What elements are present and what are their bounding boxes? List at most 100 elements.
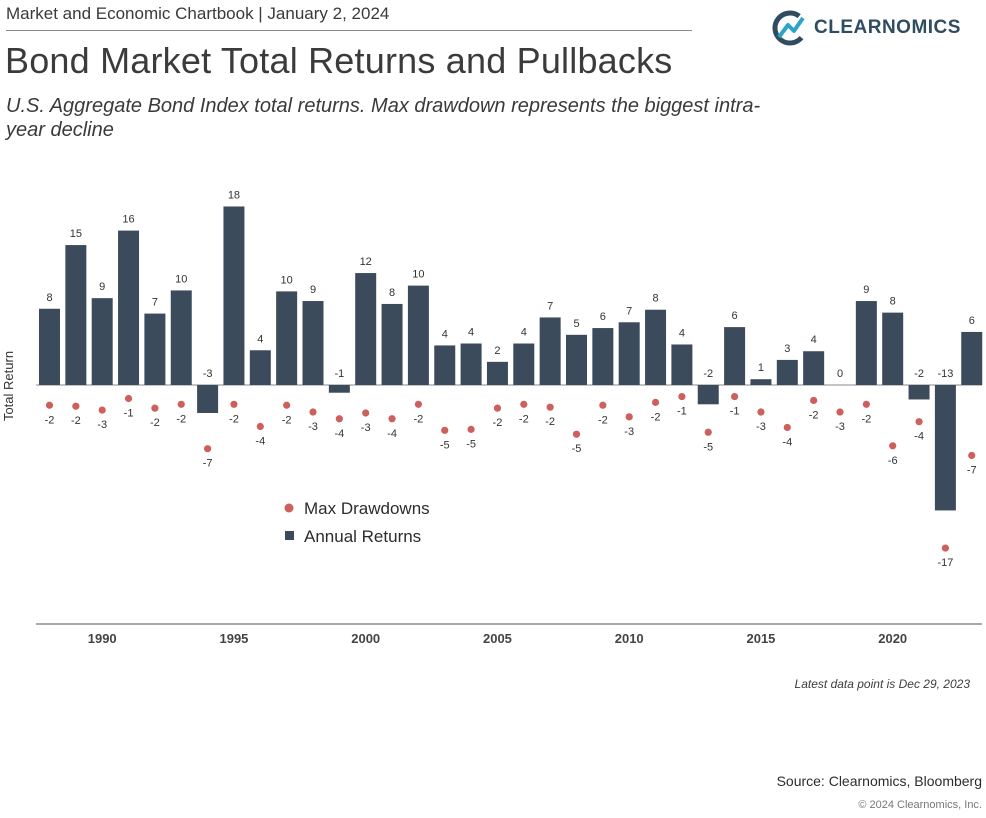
bar-1996 xyxy=(249,350,271,385)
drawdown-label-2008: -5 xyxy=(572,443,582,455)
annual-returns-bars: 8 15 9 16 7 10 -3 18 4 10 9 -1 12 8 10 4 4 2 4 7 5 6 7 8 4 -2 6 1 3 4… xyxy=(39,189,983,511)
drawdown-label-1998: -3 xyxy=(308,421,318,433)
logo-mark-icon xyxy=(772,10,808,46)
x-tick-1990: 1990 xyxy=(88,631,117,646)
bar-1998 xyxy=(302,301,324,385)
bar-label-2010: 7 xyxy=(626,305,632,317)
bar-1992 xyxy=(144,313,166,385)
bar-2022 xyxy=(934,385,956,511)
drawdown-dot-2016 xyxy=(783,423,791,432)
bar-label-2015: 1 xyxy=(758,362,764,374)
drawdown-dot-1988 xyxy=(45,401,54,409)
bar-label-2019: 9 xyxy=(863,284,869,296)
bar-2003 xyxy=(434,345,456,385)
bar-label-1989: 15 xyxy=(70,228,82,240)
drawdown-dot-2004 xyxy=(467,425,475,433)
drawdown-dot-1993 xyxy=(177,400,185,408)
x-tick-2010: 2010 xyxy=(615,631,644,646)
bar-label-2018: 0 xyxy=(837,368,843,380)
bar-1995 xyxy=(223,206,245,385)
drawdown-dot-2019 xyxy=(862,400,870,408)
drawdown-label-1992: -2 xyxy=(150,417,160,429)
bar-label-2021: -2 xyxy=(914,368,924,380)
drawdown-label-2015: -3 xyxy=(756,421,766,433)
drawdown-dot-2008 xyxy=(572,430,581,438)
drawdown-label-2020: -6 xyxy=(888,455,898,467)
drawdown-dot-2000 xyxy=(362,409,370,417)
header-divider xyxy=(6,30,692,31)
drawdown-dot-1999 xyxy=(335,415,343,423)
drawdown-dot-2006 xyxy=(520,400,528,408)
drawdown-dot-2010 xyxy=(625,413,633,421)
drawdown-dot-1996 xyxy=(256,422,264,431)
bar-1991 xyxy=(118,230,140,385)
bar-2017 xyxy=(803,351,825,385)
bar-label-2023: 6 xyxy=(969,315,975,327)
bar-2004 xyxy=(460,343,482,385)
logo-text: CLEARNOMICS xyxy=(814,17,961,38)
bar-label-2009: 6 xyxy=(600,311,606,323)
copyright-text: © 2024 Clearnomics, Inc. xyxy=(858,799,982,811)
clearnomics-logo: CLEARNOMICS xyxy=(772,10,961,46)
bar-label-1995: 18 xyxy=(228,189,240,201)
bar-label-2008: 5 xyxy=(573,318,579,330)
drawdown-label-2001: -4 xyxy=(387,428,397,440)
bar-2014 xyxy=(724,327,746,385)
bar-2008 xyxy=(566,334,587,385)
drawdown-label-2004: -5 xyxy=(466,438,476,450)
drawdown-label-2005: -2 xyxy=(493,417,503,429)
bar-label-2013: -2 xyxy=(703,368,713,380)
bar-label-1994: -3 xyxy=(203,368,213,380)
bar-label-2016: 3 xyxy=(784,343,790,355)
bar-2009 xyxy=(592,328,614,385)
drawdown-dot-2005 xyxy=(493,404,502,412)
drawdown-dot-2013 xyxy=(704,428,712,436)
drawdown-label-2007: -2 xyxy=(545,416,555,428)
bar-1990 xyxy=(91,298,113,385)
drawdown-dot-2018 xyxy=(836,408,844,416)
bar-2021 xyxy=(908,385,930,400)
legend-max-drawdowns-marker xyxy=(284,503,294,513)
bar-label-2020: 8 xyxy=(890,296,896,308)
bar-label-2011: 8 xyxy=(652,293,658,305)
bar-1989 xyxy=(65,245,87,385)
bar-label-1996: 4 xyxy=(257,333,263,345)
source-text: Source: Clearnomics, Bloomberg xyxy=(776,773,982,789)
drawdown-dot-1991 xyxy=(124,394,133,403)
y-axis-label: Total Return xyxy=(1,351,16,421)
drawdown-label-2022: -17 xyxy=(937,557,953,569)
bar-2002 xyxy=(407,285,429,385)
bar-label-2003: 4 xyxy=(442,328,448,340)
drawdown-dot-1990 xyxy=(98,406,106,414)
bar-label-1992: 7 xyxy=(152,297,158,309)
max-drawdown-dots: -2 -2 -3 -1 -2 -2 -7 -2 -4 -2 -3 -4 -3 -4 -2 -5 -5 -2 -2 -2… xyxy=(45,392,977,569)
bar-label-1997: 10 xyxy=(281,274,293,286)
drawdown-dot-2020 xyxy=(889,442,897,450)
chartbook-header: Market and Economic Chartbook | January … xyxy=(6,4,390,23)
drawdown-label-2018: -3 xyxy=(835,421,845,433)
bar-2015 xyxy=(750,379,772,385)
bar-1994 xyxy=(197,385,219,413)
bar-label-2000: 12 xyxy=(360,256,372,268)
drawdown-label-2023: -7 xyxy=(967,464,977,476)
drawdown-dot-2015 xyxy=(757,408,765,416)
drawdown-dot-1994 xyxy=(204,445,212,453)
drawdown-label-2010: -3 xyxy=(624,426,634,438)
legend-max-drawdowns-label: Max Drawdowns xyxy=(304,499,430,518)
drawdown-label-1995: -2 xyxy=(229,413,239,425)
bar-1988 xyxy=(39,308,60,385)
drawdown-label-1989: -2 xyxy=(71,415,81,427)
drawdown-dot-1995 xyxy=(230,400,238,408)
drawdown-dot-2011 xyxy=(651,398,660,406)
drawdown-label-2013: -5 xyxy=(703,441,713,453)
bar-1997 xyxy=(276,291,298,385)
drawdown-dot-1998 xyxy=(309,408,317,416)
drawdown-dot-2022 xyxy=(941,544,950,552)
page-title: Bond Market Total Returns and Pullbacks xyxy=(5,40,673,81)
drawdown-label-2011: -2 xyxy=(651,411,661,423)
drawdown-label-2014: -1 xyxy=(730,406,740,418)
drawdown-label-2019: -2 xyxy=(861,413,871,425)
drawdown-label-1988: -2 xyxy=(45,414,55,426)
bar-label-2017: 4 xyxy=(811,334,817,346)
bar-label-2012: 4 xyxy=(679,327,685,339)
